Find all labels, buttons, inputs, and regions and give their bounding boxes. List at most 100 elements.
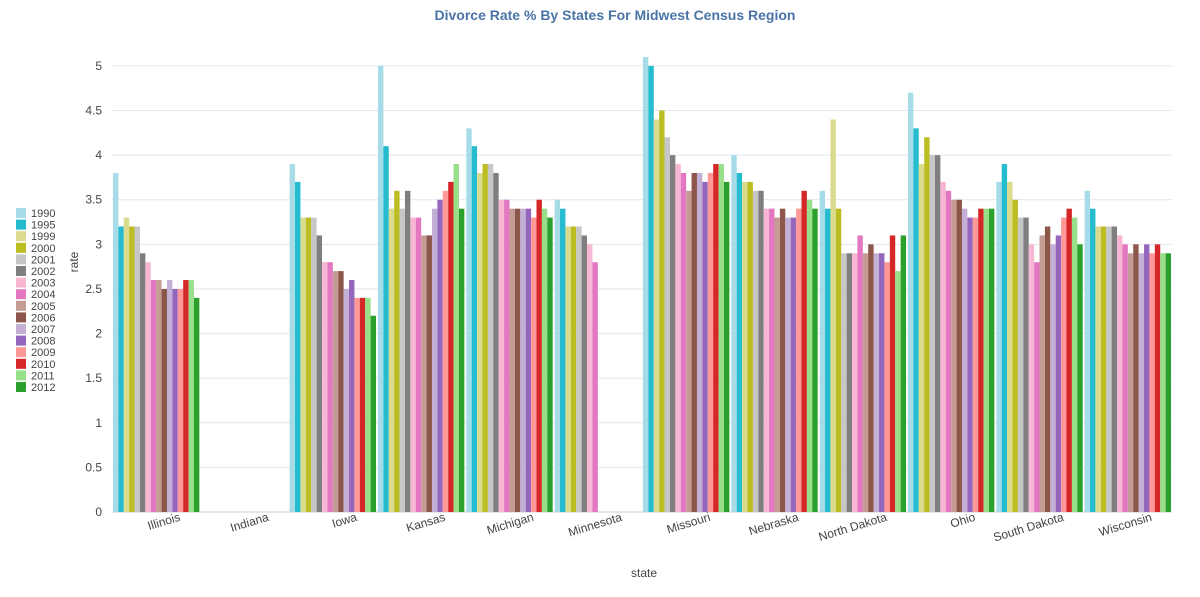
bar-ohio-2012[interactable]: Ohio 2012: 3.4 <box>988 208 995 513</box>
legend[interactable]: 1990199519992000200120022003200420052006… <box>16 208 55 394</box>
legend-item-2000[interactable]: 2000 <box>16 242 55 255</box>
bar-wisconsin-1999[interactable]: Wisconsin 1999: 3.2 <box>1095 226 1101 512</box>
bar-kansas-2003[interactable]: Kansas 2003: 3.3 <box>410 217 416 512</box>
bar-south-dakota-1999[interactable]: South Dakota 1999: 3.7 <box>1007 181 1013 512</box>
bar-wisconsin-2004[interactable]: Wisconsin 2004: 3 <box>1122 244 1128 512</box>
bar-kansas-2002[interactable]: Kansas 2002: 3.6 <box>404 190 411 512</box>
bar-ohio-2008[interactable]: Ohio 2008: 3.3 <box>967 217 973 512</box>
bar-wisconsin-2012[interactable]: Wisconsin 2012: 2.9 <box>1165 253 1172 512</box>
bar-kansas-2006[interactable]: Kansas 2006: 3.1 <box>426 235 432 512</box>
bar-iowa-2003[interactable]: Iowa 2003: 2.8 <box>322 262 328 512</box>
bar-nebraska-1999[interactable]: Nebraska 1999: 3.7 <box>742 181 748 512</box>
bar-south-dakota-2005[interactable]: South Dakota 2005: 3.1 <box>1039 235 1045 512</box>
bar-ohio-2010[interactable]: Ohio 2010: 3.4 <box>978 208 984 513</box>
bar-ohio-2001[interactable]: Ohio 2001: 4 <box>929 155 935 512</box>
bar-missouri-2011[interactable]: Missouri 2011: 3.9 <box>718 164 724 512</box>
bar-wisconsin-1995[interactable]: Wisconsin 1995: 3.4 <box>1090 208 1096 513</box>
bar-illinois-2006[interactable]: Illinois 2006: 2.5 <box>161 288 167 512</box>
bar-south-dakota-2012[interactable]: South Dakota 2012: 3 <box>1077 244 1083 512</box>
bar-north-dakota-2002[interactable]: North Dakota 2002: 2.9 <box>846 253 853 512</box>
bar-north-dakota-1990[interactable]: North Dakota 1990: 3.6 <box>819 190 826 512</box>
bar-minnesota-2004[interactable]: Minnesota 2004: 2.8 <box>592 262 598 512</box>
bar-kansas-2001[interactable]: Kansas 2001: 3.4 <box>399 208 405 513</box>
bar-wisconsin-2003[interactable]: Wisconsin 2003: 3.1 <box>1117 235 1123 512</box>
bar-wisconsin-2001[interactable]: Wisconsin 2001: 3.2 <box>1106 226 1112 512</box>
bar-nebraska-2001[interactable]: Nebraska 2001: 3.6 <box>752 190 759 512</box>
bar-iowa-2007[interactable]: Iowa 2007: 2.5 <box>343 288 350 512</box>
bar-michigan-2001[interactable]: Michigan 2001: 3.9 <box>487 164 494 512</box>
bar-nebraska-2006[interactable]: Nebraska 2006: 3.4 <box>779 208 786 513</box>
bar-kansas-2008[interactable]: Kansas 2008: 3.5 <box>437 199 443 512</box>
bar-illinois-2002[interactable]: Illinois 2002: 2.9 <box>139 253 146 512</box>
bar-north-dakota-2007[interactable]: North Dakota 2007: 2.9 <box>873 253 880 512</box>
bar-iowa-2000[interactable]: Iowa 2000: 3.3 <box>305 217 312 512</box>
bar-missouri-2003[interactable]: Missouri 2003: 3.9 <box>675 164 681 512</box>
bar-missouri-1999[interactable]: Missouri 1999: 4.4 <box>653 119 660 512</box>
bar-iowa-2004[interactable]: Iowa 2004: 2.8 <box>327 262 333 512</box>
bar-north-dakota-2000[interactable]: North Dakota 2000: 3.4 <box>835 208 842 513</box>
bar-south-dakota-2007[interactable]: South Dakota 2007: 3 <box>1050 244 1056 512</box>
bar-wisconsin-2010[interactable]: Wisconsin 2010: 3 <box>1154 244 1161 512</box>
bar-kansas-1995[interactable]: Kansas 1995: 4.1 <box>383 146 389 512</box>
bar-wisconsin-2008[interactable]: Wisconsin 2008: 3 <box>1144 244 1150 512</box>
legend-item-2011[interactable]: 2011 <box>16 370 55 382</box>
legend-item-1990[interactable]: 1990 <box>16 208 55 220</box>
bar-south-dakota-2010[interactable]: South Dakota 2010: 3.4 <box>1066 208 1072 513</box>
bar-missouri-2004[interactable]: Missouri 2004: 3.8 <box>680 172 687 513</box>
bar-south-dakota-2006[interactable]: South Dakota 2006: 3.2 <box>1044 226 1051 512</box>
legend-item-2005[interactable]: 2005 <box>16 300 55 313</box>
bar-kansas-2004[interactable]: Kansas 2004: 3.3 <box>415 217 422 512</box>
legend-item-2004[interactable]: 2004 <box>16 289 55 301</box>
bar-north-dakota-2010[interactable]: North Dakota 2010: 3.1 <box>889 235 896 512</box>
bar-ohio-2004[interactable]: Ohio 2004: 3.6 <box>945 190 952 512</box>
bar-wisconsin-2002[interactable]: Wisconsin 2002: 3.2 <box>1111 226 1118 512</box>
bar-minnesota-1990[interactable]: Minnesota 1990: 3.5 <box>554 199 561 512</box>
bar-ohio-1990[interactable]: Ohio 1990: 4.7 <box>907 92 914 512</box>
bar-iowa-2006[interactable]: Iowa 2006: 2.7 <box>338 271 344 512</box>
bar-north-dakota-2012[interactable]: North Dakota 2012: 3.1 <box>900 235 907 512</box>
bar-south-dakota-2001[interactable]: South Dakota 2001: 3.3 <box>1017 217 1024 512</box>
legend-item-2010[interactable]: 2010 <box>16 358 55 371</box>
bar-michigan-1990[interactable]: Michigan 1990: 4.3 <box>466 128 472 512</box>
bar-ohio-2002[interactable]: Ohio 2002: 4 <box>934 155 941 512</box>
bar-wisconsin-2007[interactable]: Wisconsin 2007: 2.9 <box>1138 253 1145 512</box>
bar-nebraska-2011[interactable]: Nebraska 2011: 3.5 <box>806 199 813 512</box>
bar-illinois-1999[interactable]: Illinois 1999: 3.3 <box>123 217 130 512</box>
bar-michigan-2005[interactable]: Michigan 2005: 3.4 <box>509 208 515 513</box>
bar-north-dakota-2009[interactable]: North Dakota 2009: 2.8 <box>884 262 890 512</box>
legend-item-2001[interactable]: 2001 <box>16 254 55 266</box>
bar-missouri-1995[interactable]: Missouri 1995: 5 <box>648 65 654 513</box>
bar-north-dakota-2004[interactable]: North Dakota 2004: 3.1 <box>857 235 863 512</box>
bar-kansas-1990[interactable]: Kansas 1990: 5 <box>377 65 384 513</box>
bar-michigan-2011[interactable]: Michigan 2011: 3.4 <box>541 208 548 513</box>
bar-iowa-2009[interactable]: Iowa 2009: 2.4 <box>354 297 360 512</box>
bar-nebraska-2002[interactable]: Nebraska 2002: 3.6 <box>758 190 764 512</box>
bar-kansas-2009[interactable]: Kansas 2009: 3.6 <box>442 190 449 512</box>
legend-item-2002[interactable]: 2002 <box>16 266 55 278</box>
bar-missouri-2002[interactable]: Missouri 2002: 4 <box>669 155 676 512</box>
bar-south-dakota-2002[interactable]: South Dakota 2002: 3.3 <box>1023 217 1029 512</box>
bar-michigan-2000[interactable]: Michigan 2000: 3.9 <box>482 164 488 512</box>
bar-illinois-2010[interactable]: Illinois 2010: 2.6 <box>183 280 189 512</box>
legend-item-2006[interactable]: 2006 <box>16 312 55 324</box>
bar-wisconsin-2011[interactable]: Wisconsin 2011: 2.9 <box>1160 253 1166 512</box>
bar-iowa-2010[interactable]: Iowa 2010: 2.4 <box>359 297 366 512</box>
bar-iowa-1990[interactable]: Iowa 1990: 3.9 <box>289 164 296 512</box>
bar-iowa-2008[interactable]: Iowa 2008: 2.6 <box>349 280 355 512</box>
bar-wisconsin-2009[interactable]: Wisconsin 2009: 2.9 <box>1149 253 1155 512</box>
bar-missouri-2006[interactable]: Missouri 2006: 3.8 <box>691 172 697 513</box>
bar-illinois-2012[interactable]: Illinois 2012: 2.4 <box>193 297 200 512</box>
bar-iowa-2011[interactable]: Iowa 2011: 2.4 <box>365 297 371 512</box>
bar-kansas-2007[interactable]: Kansas 2007: 3.4 <box>431 208 438 513</box>
bar-ohio-2011[interactable]: Ohio 2011: 3.4 <box>983 208 989 513</box>
bar-michigan-2008[interactable]: Michigan 2008: 3.4 <box>525 208 532 513</box>
bar-missouri-2010[interactable]: Missouri 2010: 3.9 <box>713 164 719 512</box>
bar-nebraska-1990[interactable]: Nebraska 1990: 4 <box>731 155 737 512</box>
bar-michigan-2010[interactable]: Michigan 2010: 3.5 <box>536 199 542 512</box>
bar-michigan-2004[interactable]: Michigan 2004: 3.5 <box>504 199 510 512</box>
bar-north-dakota-2005[interactable]: North Dakota 2005: 2.9 <box>862 253 869 512</box>
bar-missouri-2008[interactable]: Missouri 2008: 3.7 <box>702 181 708 512</box>
bar-missouri-2009[interactable]: Missouri 2009: 3.8 <box>707 172 714 513</box>
bar-south-dakota-1995[interactable]: South Dakota 1995: 3.9 <box>1001 164 1008 512</box>
bar-south-dakota-2000[interactable]: South Dakota 2000: 3.5 <box>1012 199 1018 512</box>
